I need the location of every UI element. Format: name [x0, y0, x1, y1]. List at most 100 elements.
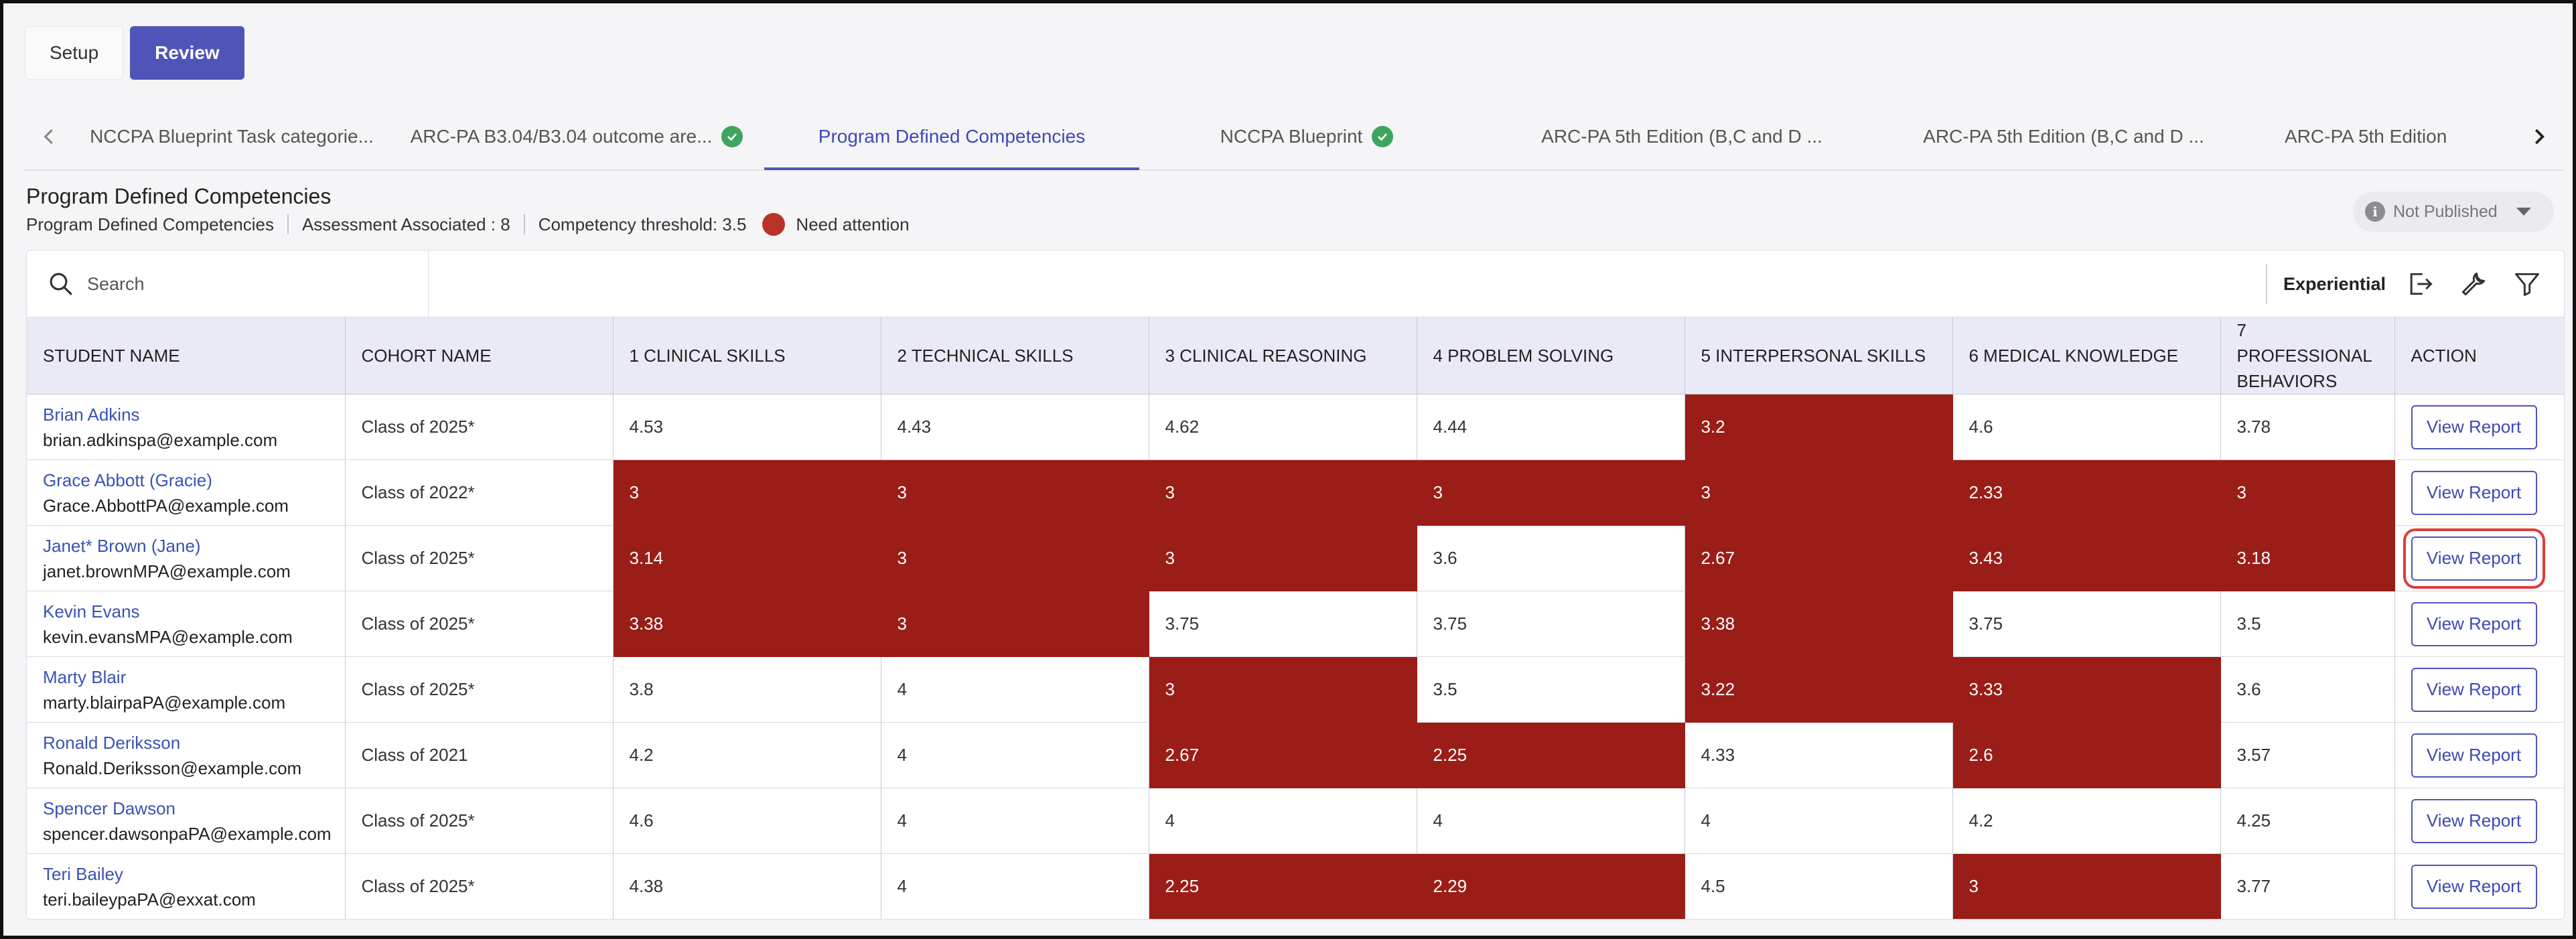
cohort-cell: Class of 2025* [345, 394, 614, 460]
column-header: ACTION [2394, 317, 2564, 394]
student-name-link[interactable]: Kevin Evans [43, 601, 140, 622]
score-cell: 4 [881, 722, 1149, 788]
score-cell-needs-attention: 3 [1952, 853, 2221, 919]
view-report-button[interactable]: View Report [2411, 601, 2537, 646]
need-attention-legend-dot [762, 213, 786, 236]
score-cell: 3.77 [2220, 853, 2395, 919]
divider [287, 214, 289, 234]
score-cell: 4.62 [1149, 394, 1417, 460]
score-cell-needs-attention: 3 [1685, 459, 1953, 526]
student-name-link[interactable]: Brian Adkins [43, 404, 140, 425]
competency-table: STUDENT NAME COHORT NAME 1 CLINICAL SKIL… [27, 317, 2564, 919]
student-email: brian.adkinspa@example.com [43, 429, 278, 450]
tab-arc-pa-b304[interactable]: ARC-PA B3.04/B3.04 outcome are... [389, 103, 764, 170]
score-cell-needs-attention: 3 [2220, 459, 2395, 526]
view-report-button[interactable]: View Report [2411, 733, 2537, 778]
view-report-button[interactable]: View Report [2411, 405, 2537, 449]
tab-arc-pa-5th-edition-2[interactable]: ARC-PA 5th Edition (B,C and D ... [1923, 126, 2204, 147]
tab-program-defined-competencies[interactable]: Program Defined Competencies [764, 103, 1139, 170]
filter-icon[interactable] [2510, 267, 2544, 301]
column-header[interactable]: 2 TECHNICAL SKILLS [881, 317, 1149, 394]
column-header[interactable]: STUDENT NAME [27, 317, 346, 394]
view-report-button[interactable]: View Report [2411, 798, 2537, 843]
publish-status-dropdown[interactable]: i Not Published [2353, 192, 2554, 232]
tabs-next-arrow[interactable] [2514, 103, 2563, 170]
action-cell: View Report [2394, 656, 2564, 723]
score-cell-needs-attention: 2.67 [1685, 525, 1953, 591]
cohort-cell: Class of 2025* [345, 525, 614, 591]
table-row: Kevin Evans kevin.evansMPA@example.com Cla… [27, 591, 2564, 657]
student-email: marty.blairpaPA@example.com [43, 692, 286, 713]
student-email: Grace.AbbottPA@example.com [43, 495, 289, 516]
competency-subtitle: Program Defined Competencies [26, 214, 274, 234]
publish-status-label: Not Published [2393, 202, 2498, 221]
student-name-link[interactable]: Teri Bailey [43, 863, 123, 884]
score-cell: 4 [1417, 788, 1685, 854]
score-cell: 4.5 [1685, 853, 1953, 919]
search-box [27, 250, 429, 317]
score-cell: 3.75 [1149, 591, 1417, 657]
column-header[interactable]: 6 MEDICAL KNOWLEDGE [1952, 317, 2221, 394]
score-cell: 3.6 [1417, 525, 1685, 591]
score-cell-needs-attention: 3.38 [613, 591, 881, 657]
column-header[interactable]: 4 PROBLEM SOLVING [1417, 317, 1685, 394]
student-name-link[interactable]: Marty Blair [43, 666, 127, 687]
action-cell: View Report [2394, 459, 2564, 526]
search-input[interactable] [87, 273, 409, 295]
student-cell: Marty Blair marty.blairpaPA@example.com [27, 656, 346, 723]
cohort-cell: Class of 2022* [345, 459, 614, 526]
column-header[interactable]: 5 INTERPERSONAL SKILLS [1685, 317, 1953, 394]
student-name-link[interactable]: Janet* Brown (Jane) [43, 535, 201, 556]
score-cell: 4.2 [613, 722, 881, 788]
score-cell: 3.57 [2220, 722, 2395, 788]
competency-tabs: NCCPA Blueprint Task categorie... ARC-PA… [25, 104, 2563, 171]
score-cell: 4.2 [1952, 788, 2221, 854]
search-icon [50, 273, 72, 295]
student-email: Ronald.Deriksson@example.com [43, 757, 302, 778]
score-cell: 4 [881, 656, 1149, 723]
student-email: teri.baileypaPA@exxat.com [43, 889, 256, 910]
assessment-count: Assessment Associated : 8 [301, 214, 510, 234]
view-report-button[interactable]: View Report [2411, 667, 2537, 712]
experiential-label: Experiential [2283, 273, 2386, 294]
score-cell-needs-attention: 2.25 [1417, 722, 1685, 788]
setup-button[interactable]: Setup [25, 26, 124, 80]
competency-threshold: Competency threshold: 3.5 [538, 214, 747, 234]
score-cell-needs-attention: 3 [881, 591, 1149, 657]
student-name-link[interactable]: Grace Abbott (Gracie) [43, 470, 212, 490]
score-cell-needs-attention: 3 [1149, 525, 1417, 591]
export-icon[interactable] [2403, 267, 2437, 301]
column-header[interactable]: COHORT NAME [345, 317, 614, 394]
score-cell: 4 [1685, 788, 1953, 854]
column-header[interactable]: 1 CLINICAL SKILLS [613, 317, 881, 394]
tab-nccpa-task-categories[interactable]: NCCPA Blueprint Task categorie... [90, 126, 374, 147]
tab-arc-pa-5th-edition-3[interactable]: ARC-PA 5th Edition [2285, 126, 2447, 147]
student-name-link[interactable]: Ronald Deriksson [43, 732, 181, 753]
tab-arc-pa-5th-edition-1[interactable]: ARC-PA 5th Edition (B,C and D ... [1541, 126, 1822, 147]
score-cell-needs-attention: 3.2 [1685, 394, 1953, 460]
view-report-button[interactable]: View Report [2411, 864, 2537, 909]
view-report-button[interactable]: View Report [2411, 470, 2537, 515]
wrench-icon[interactable] [2457, 267, 2490, 301]
check-circle-icon [1372, 126, 1394, 147]
score-cell: 4 [881, 853, 1149, 919]
score-cell: 4.33 [1685, 722, 1953, 788]
column-header[interactable]: 3 CLINICAL REASONING [1149, 317, 1417, 394]
cohort-cell: Class of 2025* [345, 656, 614, 723]
need-attention-label: Need attention [796, 214, 910, 234]
score-cell: 4.25 [2220, 788, 2395, 854]
review-button[interactable]: Review [130, 26, 244, 80]
competency-table-panel: Experiential STUDENT NAME COHORT NAME 1 … [26, 250, 2565, 920]
student-cell: Grace Abbott (Gracie) Grace.AbbottPA@exam… [27, 459, 346, 526]
table-row: Marty Blair marty.blairpaPA@example.com Cl… [27, 656, 2564, 723]
table-toolbar: Experiential [27, 250, 2564, 317]
score-cell-needs-attention: 2.29 [1417, 853, 1685, 919]
tabs-prev-arrow[interactable] [25, 103, 74, 170]
tab-nccpa-blueprint[interactable]: NCCPA Blueprint [1139, 103, 1474, 170]
score-cell-needs-attention: 3.38 [1685, 591, 1953, 657]
view-report-button[interactable]: View Report [2403, 528, 2545, 589]
student-name-link[interactable]: Spencer Dawson [43, 798, 175, 818]
column-header[interactable]: 7 PROFESSIONAL BEHAVIORS [2220, 317, 2395, 394]
score-cell: 4.38 [613, 853, 881, 919]
competency-meta: Program Defined Competencies Assessment … [26, 212, 910, 236]
